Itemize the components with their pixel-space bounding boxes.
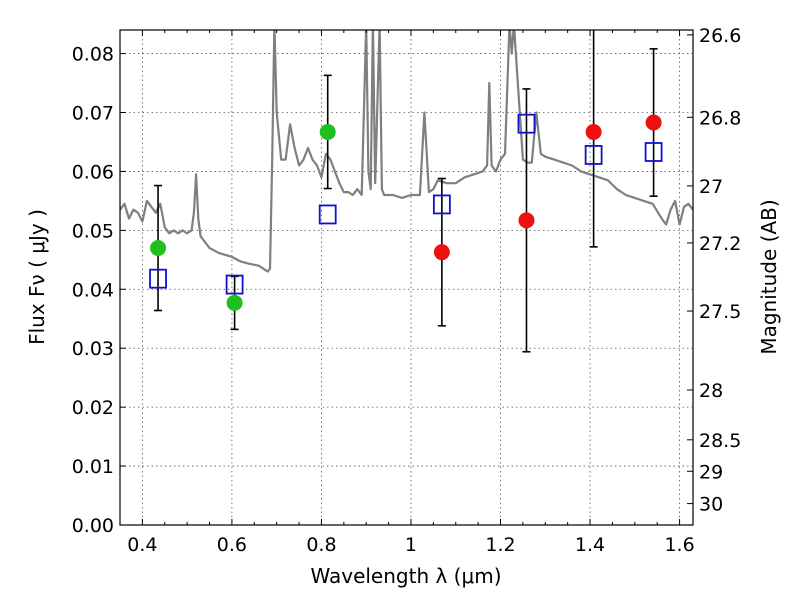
y-tick-label: 0.00 — [72, 515, 114, 537]
data-point — [226, 294, 243, 311]
right-tick-label: 26.8 — [699, 107, 741, 129]
x-tick-label: 1 — [405, 534, 417, 556]
x-tick-label: 0.4 — [127, 534, 157, 556]
data-point — [433, 244, 450, 261]
y-tick-label: 0.06 — [72, 161, 114, 183]
model-point — [517, 113, 536, 134]
right-tick-label: 27.5 — [699, 301, 741, 323]
right-tick-label: 30 — [699, 494, 723, 516]
grid — [120, 30, 693, 526]
model-point — [644, 142, 663, 162]
data-point — [585, 123, 602, 140]
model-point — [584, 145, 603, 165]
right-tick-label: 29 — [699, 461, 723, 483]
model-point — [225, 274, 244, 295]
marks-layer — [149, 30, 663, 353]
y-axis-label: Flux Fν ( μJy ) — [25, 209, 49, 345]
spectrum-layer — [120, 30, 693, 273]
y-tick-label: 0.03 — [72, 338, 114, 360]
y-tick-label: 0.01 — [72, 456, 114, 478]
model-point — [149, 268, 167, 289]
x-tick-label: 0.6 — [217, 534, 247, 556]
y-tick-label: 0.07 — [72, 103, 114, 125]
x-axis-label: Wavelength λ (μm) — [310, 564, 501, 588]
y-tick-label: 0.08 — [72, 44, 114, 66]
right-tick-label: 28.5 — [699, 430, 741, 452]
y-tick-label: 0.05 — [72, 220, 114, 242]
y-tick-label: 0.02 — [72, 397, 114, 419]
x-tick-label: 1.4 — [575, 534, 605, 556]
model-point — [432, 194, 451, 215]
right-tick-label: 28 — [699, 380, 723, 402]
ticks: 0.4 0.6 0.8 1 1.2 1.4 1.6 0.00 0.01 0.02 0.03 0.04 0… — [72, 25, 742, 556]
x-tick-label: 1.6 — [664, 534, 694, 556]
data-point — [518, 212, 535, 229]
data-point — [319, 123, 336, 140]
model-spectrum-line — [120, 30, 693, 273]
data-point — [150, 240, 167, 257]
model-point — [318, 204, 337, 225]
x-tick-label: 1.2 — [485, 534, 515, 556]
data-point — [645, 114, 662, 131]
plot-frame — [119, 29, 694, 526]
right-axis-label: Magnitude (AB) — [757, 199, 781, 354]
right-tick-label: 26.6 — [699, 25, 741, 47]
y-tick-label: 0.04 — [72, 279, 114, 301]
x-tick-label: 0.8 — [306, 534, 336, 556]
right-tick-label: 27.2 — [699, 233, 741, 255]
right-tick-label: 27 — [699, 176, 723, 198]
